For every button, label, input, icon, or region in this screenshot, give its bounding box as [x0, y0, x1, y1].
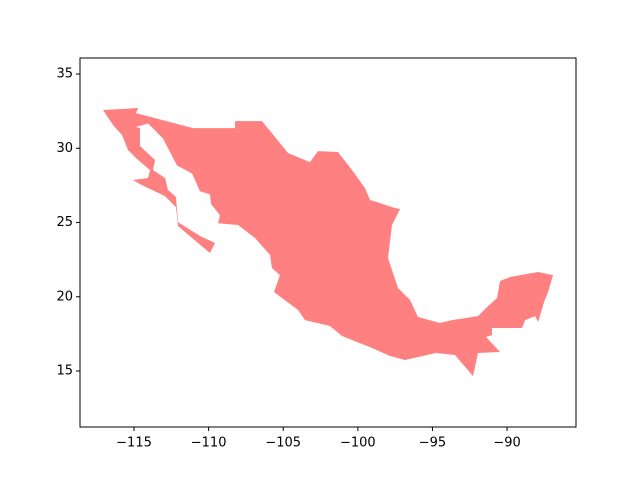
y-tick-label: 35: [56, 67, 73, 82]
x-tick-label: −105: [265, 436, 301, 451]
y-tick-label: 30: [56, 141, 73, 156]
x-tick-label: −100: [340, 436, 376, 451]
y-tick-label: 25: [56, 215, 73, 230]
x-tick-label: −115: [116, 436, 152, 451]
x-tick-label: −95: [419, 436, 446, 451]
y-tick-label: 20: [56, 289, 73, 304]
y-tick-label: 15: [56, 364, 73, 379]
x-tick-label: −90: [493, 436, 520, 451]
region-polygon: [102, 108, 554, 377]
x-tick-label: −110: [191, 436, 227, 451]
axes-frame: [79, 57, 577, 428]
